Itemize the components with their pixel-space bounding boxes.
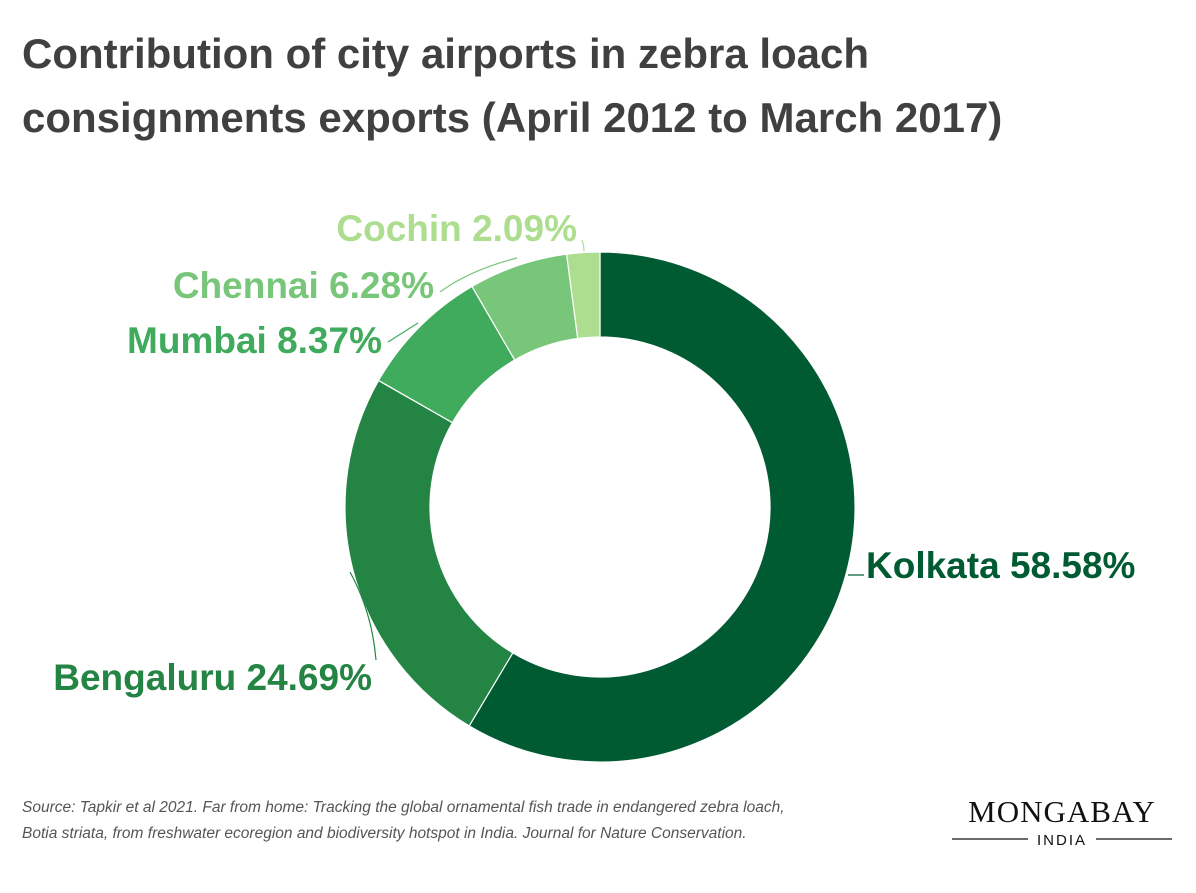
leader-line	[439, 257, 518, 293]
logo: MONGABAY	[968, 794, 1156, 829]
value-label: 6.28%	[329, 265, 434, 306]
donut-slice	[565, 251, 601, 340]
value-label: 58.58%	[1010, 545, 1136, 586]
category-label: Chennai	[173, 265, 319, 306]
leader-line	[349, 571, 377, 661]
donut-slice	[468, 251, 856, 763]
slice-label: Kolkata 58.58%	[866, 545, 1135, 586]
category-label: Bengaluru	[53, 657, 236, 698]
leader-line	[581, 239, 585, 252]
source: Botia striata, from freshwater ecoregion…	[22, 825, 747, 842]
logo-sub: INDIA	[1037, 832, 1087, 849]
category-label: Mumbai	[127, 320, 267, 361]
slice-label: Cochin 2.09%	[336, 208, 577, 249]
value-label: 8.37%	[277, 320, 382, 361]
chart-title: Contribution of city airports in zebra l…	[22, 30, 869, 77]
value-label: 2.09%	[472, 208, 577, 249]
slice-label: Chennai 6.28%	[173, 265, 434, 306]
value-label: 24.69%	[247, 657, 373, 698]
category-label: Kolkata	[866, 545, 1000, 586]
donut-slice	[344, 379, 514, 727]
leader-line	[387, 322, 419, 343]
category-label: Cochin	[336, 208, 461, 249]
slice-label: Mumbai 8.37%	[127, 320, 382, 361]
slice-label: Bengaluru 24.69%	[53, 657, 372, 698]
chart-title: consignments exports (April 2012 to Marc…	[22, 94, 1002, 141]
source: Source: Tapkir et al 2021. Far from home…	[22, 799, 785, 816]
